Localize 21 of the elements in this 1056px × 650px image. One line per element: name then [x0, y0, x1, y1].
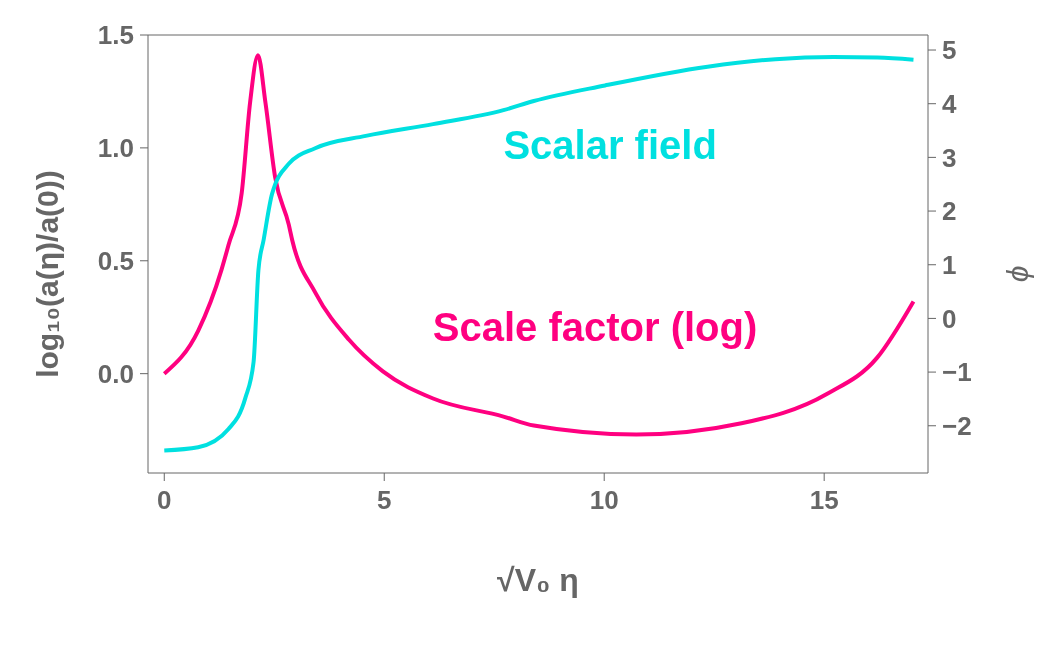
y2-tick-label: 5 [942, 35, 957, 66]
series-label: Scale factor (log) [432, 305, 758, 350]
y2-tick-label: 4 [942, 88, 957, 119]
y2-tick-label: 1 [942, 249, 957, 280]
x-tick-label: 5 [377, 485, 392, 516]
series-label: Scalar field [503, 123, 717, 167]
y-tick-label: 0.0 [97, 358, 134, 389]
x-axis-title: √V₀ η [497, 562, 579, 598]
y2-tick-label: 3 [942, 142, 957, 173]
x-tick-label: 15 [809, 485, 839, 516]
y2-tick-label: −2 [942, 410, 972, 441]
x-tick-label: 10 [589, 485, 619, 516]
y2-tick-label: 0 [942, 303, 957, 334]
y-tick-label: 1.0 [97, 133, 134, 164]
y-axis-title: log₁₀(a(η)/a(0)) [31, 169, 64, 378]
y-tick-label: 1.5 [97, 20, 134, 51]
y2-tick-label: −1 [942, 357, 972, 388]
y2-tick-label: 2 [942, 196, 957, 227]
x-tick-label: 0 [157, 485, 172, 516]
y-tick-label: 0.5 [97, 246, 134, 276]
y2-axis-title: ϕ [1001, 265, 1034, 282]
